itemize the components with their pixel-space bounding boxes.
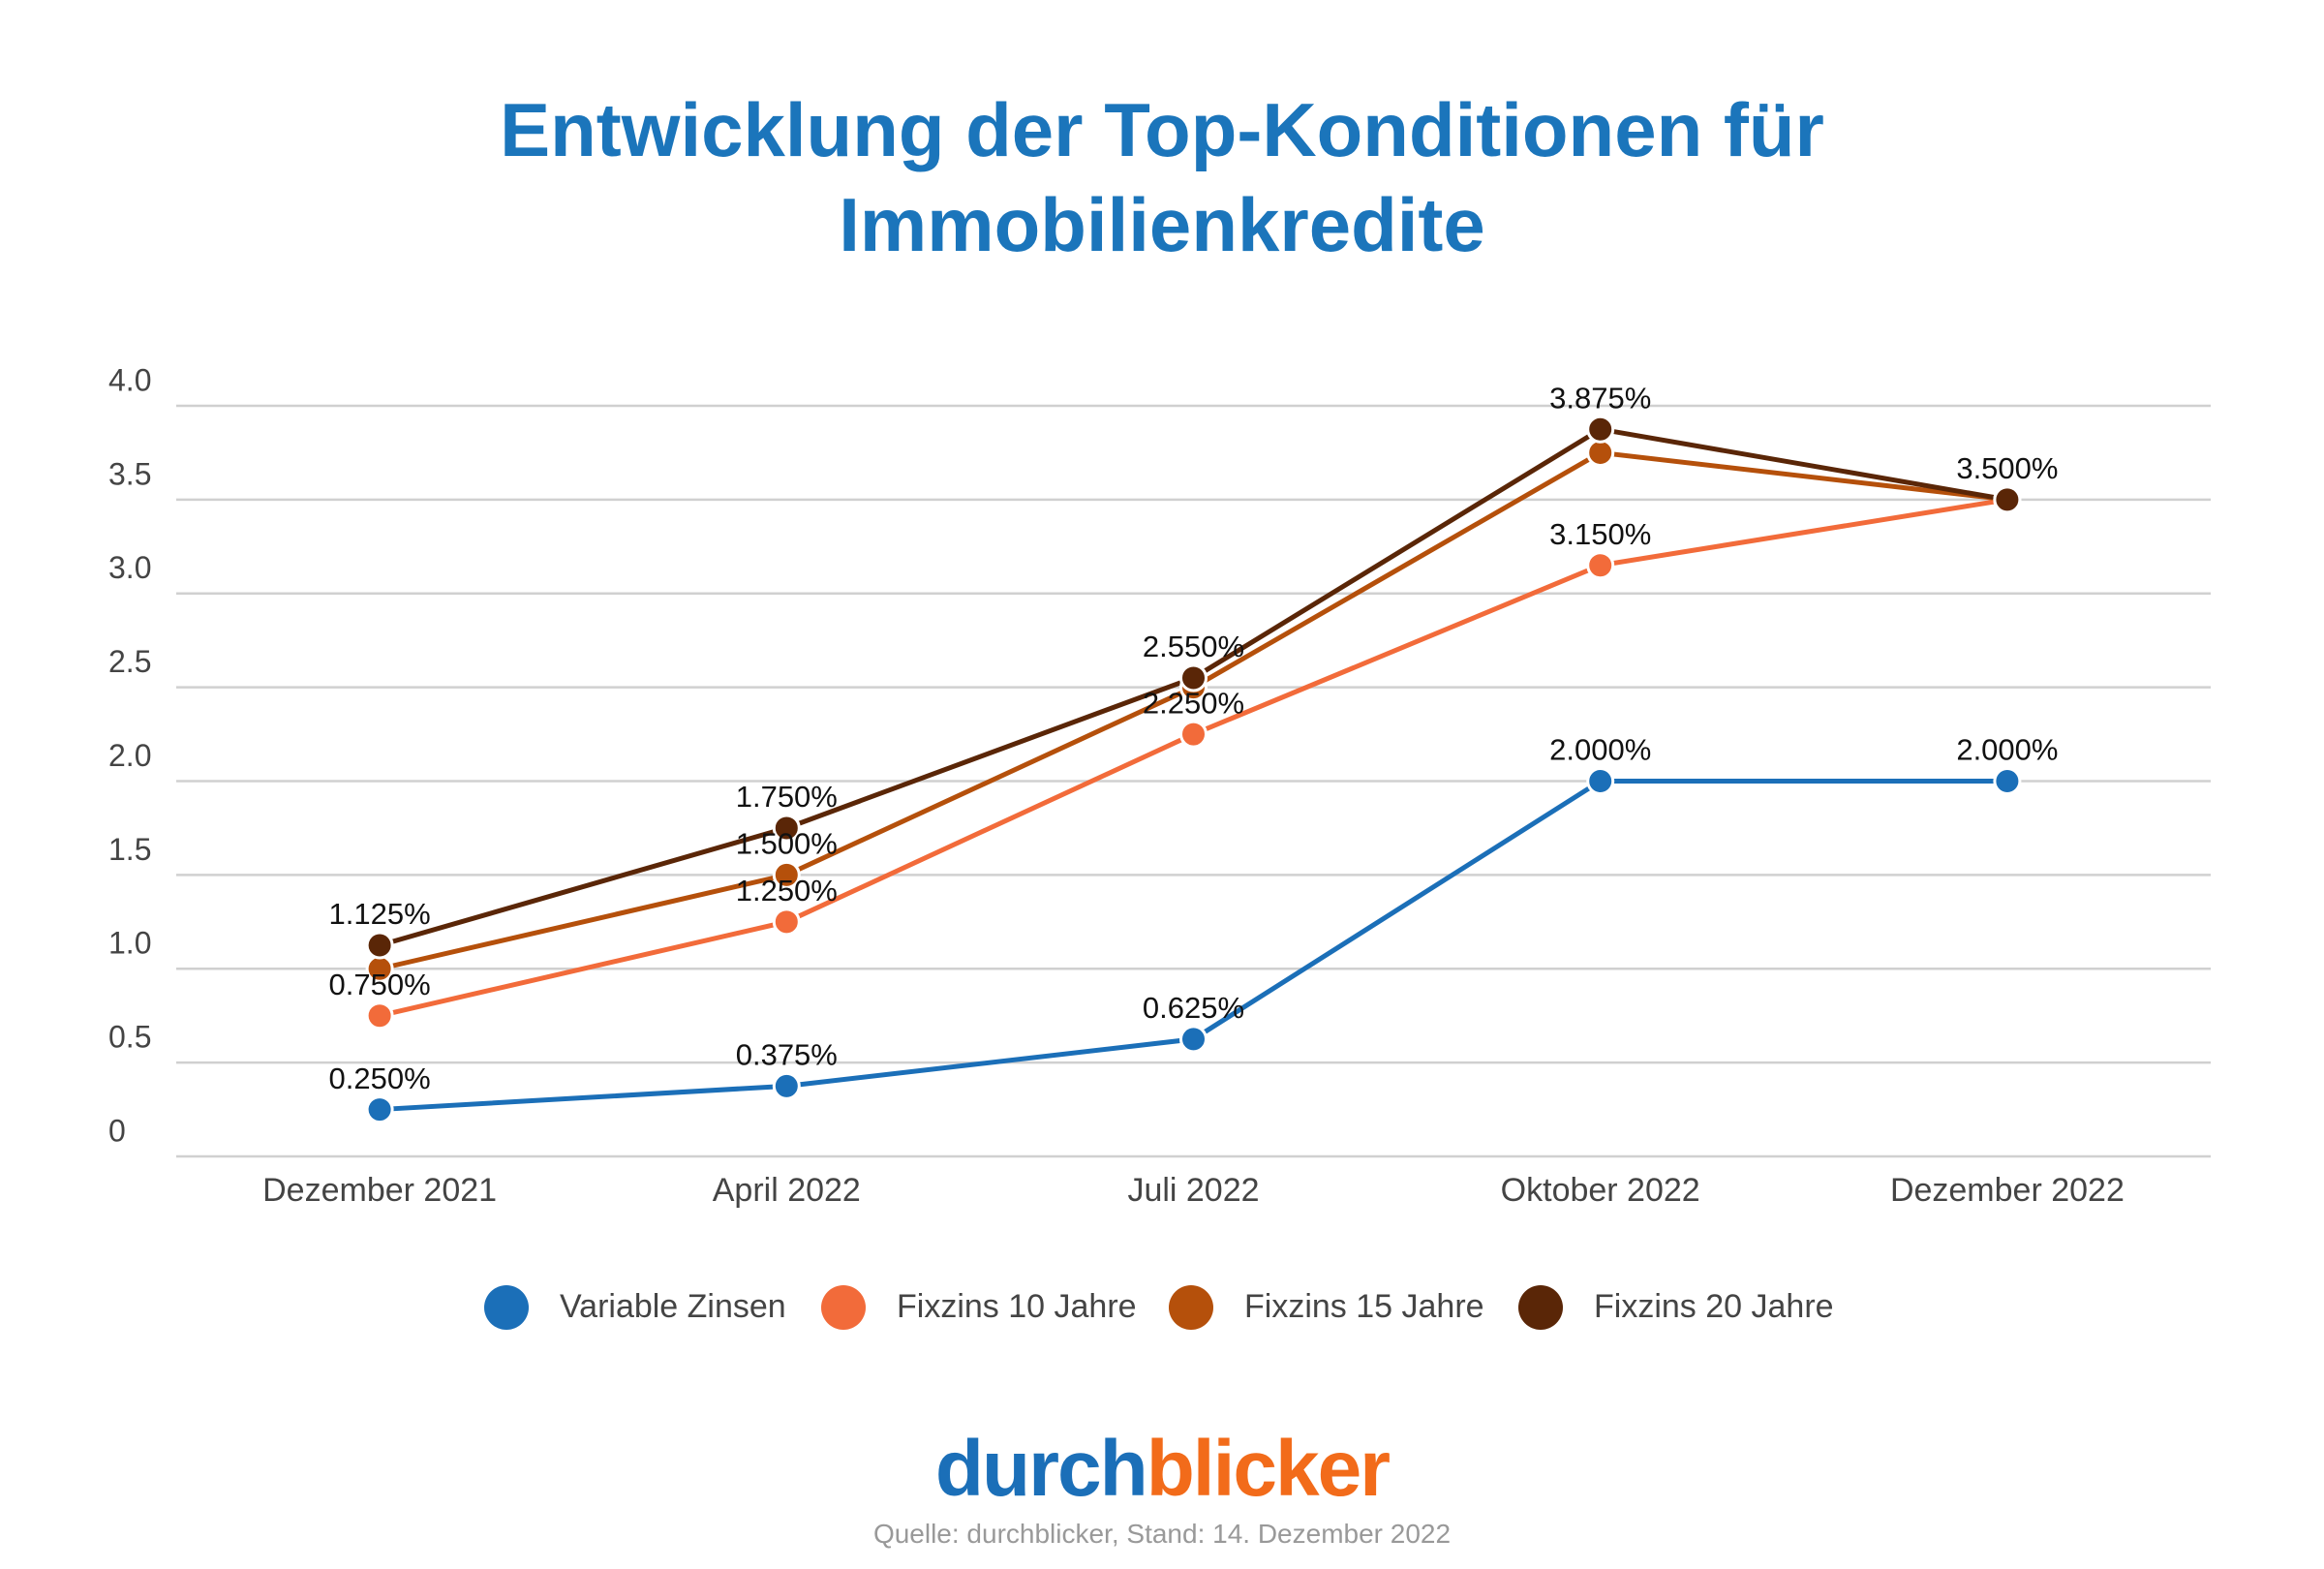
y-tick-label: 3.0: [108, 550, 151, 585]
legend-marker: [821, 1285, 866, 1330]
data-point: [1586, 415, 1615, 444]
legend-label: Variable Zinsen: [560, 1288, 786, 1325]
x-tick-label: Dezember 2021: [262, 1172, 497, 1209]
series-line: [379, 497, 2008, 1019]
legend-label: Fixzins 15 Jahre: [1244, 1288, 1484, 1325]
data-label: 1.250%: [736, 874, 838, 908]
data-point: [1993, 767, 2022, 795]
y-tick-label: 1.5: [108, 832, 151, 867]
data-label: 2.250%: [1143, 686, 1244, 720]
x-tick-label: Dezember 2022: [1890, 1172, 2125, 1209]
y-tick-label: 0: [108, 1113, 126, 1148]
data-label: 1.125%: [329, 897, 431, 931]
series-line: [379, 779, 2007, 1113]
brand-logo: durchblicker: [0, 1424, 2324, 1515]
legend-label: Fixzins 20 Jahre: [1594, 1288, 1834, 1325]
data-point: [365, 1001, 394, 1031]
data-label: 0.375%: [736, 1038, 838, 1072]
data-point: [1586, 767, 1615, 795]
data-label: 2.550%: [1143, 630, 1244, 663]
y-tick-label: 2.0: [108, 738, 151, 773]
data-point: [772, 814, 801, 843]
y-tick-label: 1.0: [108, 926, 151, 961]
legend-marker: [1169, 1285, 1213, 1330]
data-point: [1586, 551, 1615, 580]
y-tick-label: 0.5: [108, 1020, 151, 1055]
data-point: [1179, 1025, 1208, 1054]
data-label: 3.875%: [1549, 381, 1651, 415]
brand-part: durch: [934, 1425, 1148, 1513]
legend-label: Fixzins 10 Jahre: [897, 1288, 1137, 1325]
chart-title: Entwicklung der Top-Konditionen für Immo…: [500, 87, 1824, 267]
data-label: 2.000%: [1956, 733, 2058, 767]
data-label: 0.625%: [1143, 991, 1244, 1025]
data-label: 3.500%: [1956, 451, 2058, 485]
data-label: 0.250%: [329, 1061, 431, 1095]
data-point: [772, 1071, 801, 1100]
y-tick-label: 2.5: [108, 644, 151, 679]
x-tick-label: Oktober 2022: [1501, 1172, 1700, 1209]
source-note: Quelle: durchblicker, Stand: 14. Dezembe…: [872, 1519, 1452, 1549]
data-point: [1586, 438, 1615, 467]
data-point: [772, 860, 801, 889]
data-point: [1179, 720, 1208, 749]
data-label: 3.150%: [1549, 517, 1651, 551]
data-point: [365, 1095, 394, 1124]
brand-part: blicker: [1146, 1425, 1391, 1513]
data-point: [1993, 485, 2022, 514]
data-label: 1.750%: [736, 780, 838, 814]
data-label: 0.750%: [329, 968, 431, 1001]
x-tick-label: April 2022: [713, 1172, 861, 1209]
data-point: [365, 931, 394, 960]
legend-marker: [484, 1285, 529, 1330]
y-tick-label: 4.0: [108, 362, 151, 397]
data-point: [1179, 663, 1208, 692]
data-label: 2.000%: [1549, 733, 1651, 767]
data-label: 1.500%: [736, 827, 838, 861]
x-tick-label: Juli 2022: [1127, 1172, 1259, 1209]
data-point: [772, 908, 801, 937]
legend-marker: [1518, 1285, 1563, 1330]
y-tick-label: 3.5: [108, 456, 151, 491]
